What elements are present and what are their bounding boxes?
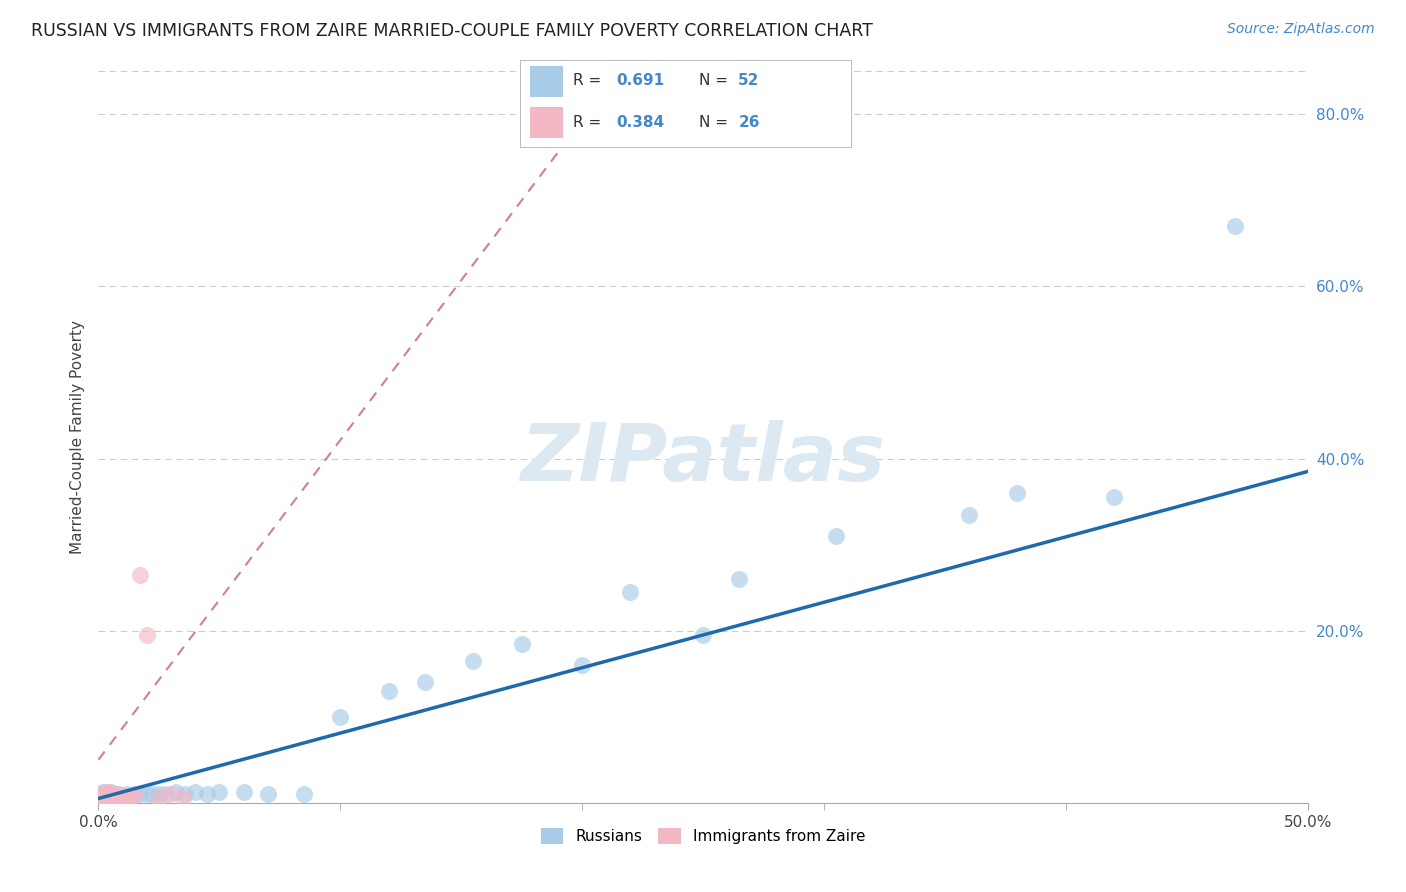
Point [100,791,122,805]
Point [90,791,112,805]
Point [94,785,117,799]
Point [90,791,112,805]
Point [208,785,231,799]
Point [619,585,641,599]
Point [148,791,170,805]
Point [101,787,124,801]
Point [118,791,141,805]
Point [118,791,141,805]
Point [148,787,170,801]
Text: R =: R = [574,73,606,88]
Point [91,789,114,803]
Point [1223,219,1246,234]
Point [329,710,352,724]
Point [692,628,714,642]
Point [114,791,136,805]
Point [957,508,980,522]
Text: RUSSIAN VS IMMIGRANTS FROM ZAIRE MARRIED-COUPLE FAMILY POVERTY CORRELATION CHART: RUSSIAN VS IMMIGRANTS FROM ZAIRE MARRIED… [31,22,873,40]
Point [100,785,122,799]
Text: N =: N = [699,115,733,130]
Point [174,787,197,801]
Point [100,787,122,801]
Point [94,791,117,805]
FancyBboxPatch shape [530,107,564,138]
Point [510,637,533,651]
Text: 26: 26 [738,115,759,130]
Point [135,628,157,642]
Point [141,787,163,801]
Point [101,791,124,805]
Text: 0.384: 0.384 [616,115,664,130]
Point [91,791,114,805]
Point [728,572,751,586]
Point [377,684,399,698]
Point [94,789,117,803]
Point [107,791,129,805]
Point [97,785,120,799]
Point [104,789,127,803]
Point [111,789,134,803]
Text: 0.691: 0.691 [616,73,664,88]
Point [292,787,315,801]
Point [1007,486,1029,500]
Text: R =: R = [574,115,606,130]
Point [104,789,127,803]
Point [94,787,117,801]
Point [117,789,139,803]
Point [155,787,177,801]
Point [91,791,114,805]
Point [124,787,146,801]
Point [90,787,112,801]
Point [184,785,207,799]
Point [111,789,134,803]
Point [413,675,436,690]
Point [101,787,124,801]
Point [232,785,254,799]
Point [165,785,187,799]
Text: N =: N = [699,73,733,88]
Point [90,789,112,803]
Text: Source: ZipAtlas.com: Source: ZipAtlas.com [1227,22,1375,37]
Point [114,791,136,805]
Point [97,787,120,801]
Point [256,787,278,801]
Point [117,787,139,801]
Point [107,791,129,805]
Y-axis label: Married-Couple Family Poverty: Married-Couple Family Poverty [69,320,84,554]
Text: 52: 52 [738,73,759,88]
Point [124,787,146,801]
Point [571,658,593,673]
Point [100,791,122,805]
Point [128,787,150,801]
Point [101,791,124,805]
Point [108,791,131,805]
Point [91,785,114,799]
Point [107,787,129,801]
Point [160,787,183,801]
Point [104,791,127,805]
Point [97,791,120,805]
Point [100,789,122,803]
Point [825,529,848,543]
Legend: Russians, Immigrants from Zaire: Russians, Immigrants from Zaire [534,822,872,850]
Point [172,791,194,805]
Point [1102,491,1125,505]
Point [108,791,131,805]
Point [195,787,218,801]
Text: ZIPatlas: ZIPatlas [520,420,886,498]
Point [91,787,114,801]
Point [463,654,485,668]
Point [135,787,157,801]
FancyBboxPatch shape [530,66,564,97]
Point [128,567,150,582]
Point [107,787,129,801]
Point [94,791,117,805]
Point [97,791,120,805]
